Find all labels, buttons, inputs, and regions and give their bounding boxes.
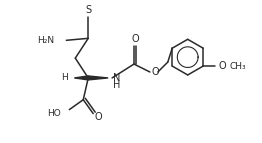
Text: CH₃: CH₃ xyxy=(229,61,246,70)
Polygon shape xyxy=(88,76,108,80)
Text: H₂N: H₂N xyxy=(37,36,54,45)
Text: H: H xyxy=(62,74,68,82)
Text: S: S xyxy=(85,5,91,15)
Text: O: O xyxy=(218,61,226,71)
Text: O: O xyxy=(151,67,159,77)
Polygon shape xyxy=(74,76,88,80)
Text: H: H xyxy=(113,80,121,90)
Text: O: O xyxy=(94,112,102,122)
Text: HO: HO xyxy=(47,109,60,118)
Text: O: O xyxy=(131,34,139,44)
Text: N: N xyxy=(113,73,121,83)
